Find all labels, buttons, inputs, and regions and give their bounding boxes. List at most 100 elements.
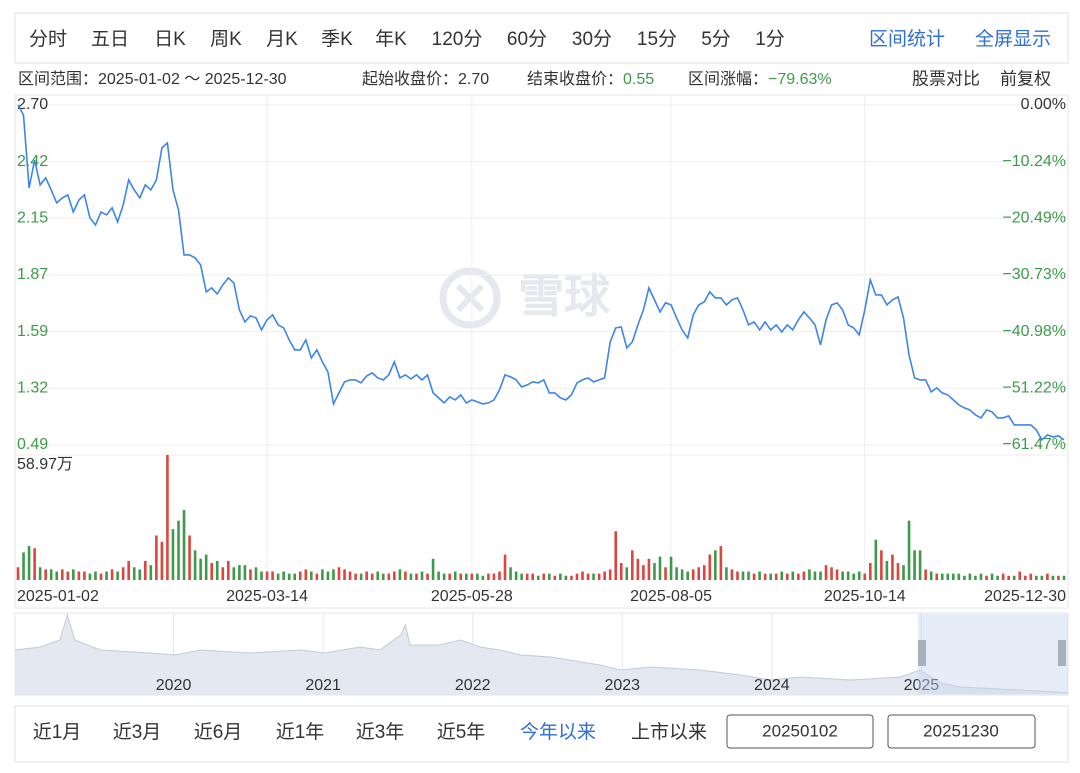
y-tick-label: −10.24%	[1002, 153, 1066, 170]
volume-bar	[902, 565, 905, 580]
volume-bar	[603, 571, 606, 580]
period[interactable]: 上市以来	[631, 721, 707, 743]
volume-bar	[935, 573, 939, 580]
volume-bar	[370, 573, 374, 580]
navigator-handle[interactable]	[1058, 640, 1066, 666]
volume-bar	[581, 571, 584, 580]
volume-bar	[409, 573, 413, 580]
volume-bar	[94, 571, 97, 580]
x-tick-label: 2023	[604, 677, 640, 694]
period[interactable]: 近6月	[194, 721, 243, 743]
volume-bar	[714, 550, 717, 580]
volume-bar	[66, 571, 70, 580]
tab[interactable]: 120分	[432, 28, 483, 50]
volume-bar	[464, 573, 468, 580]
volume-bar	[354, 573, 357, 580]
summary-end-value: 0.55	[623, 71, 654, 88]
volume-bar	[116, 571, 119, 580]
volume-bar	[952, 573, 955, 580]
tab[interactable]: 30分	[572, 28, 612, 50]
volume-bar	[996, 575, 999, 580]
y-tick-label-left: 0.49	[17, 436, 48, 453]
period-bar	[14, 705, 1069, 763]
tab[interactable]: 日K	[154, 29, 186, 50]
date-input[interactable]	[726, 714, 874, 749]
volume-bar	[99, 573, 103, 580]
period[interactable]: 近1月	[33, 721, 82, 743]
tab[interactable]: 季K	[321, 28, 353, 50]
tab[interactable]: 周K	[210, 29, 242, 50]
tab[interactable]: 1分	[755, 28, 785, 50]
y-tick-label: −40.98%	[1002, 323, 1066, 340]
period[interactable]: 今年以来	[520, 721, 596, 743]
y-tick-label: −51.22%	[1002, 379, 1066, 396]
navigator-handle[interactable]	[918, 640, 926, 666]
volume-bar	[453, 571, 457, 580]
volume-bar	[985, 575, 988, 580]
adjust-mode[interactable]: 前复权	[1000, 69, 1051, 88]
tab[interactable]: 五日	[91, 29, 129, 50]
x-tick-label: 2025-08-05	[630, 588, 712, 605]
volume-bar	[160, 541, 164, 580]
tab[interactable]: 分时	[29, 28, 67, 50]
volume-bar	[476, 573, 479, 580]
period[interactable]: 近1年	[276, 721, 325, 743]
volume-bar	[343, 569, 346, 580]
tool-link[interactable]: 全屏显示	[975, 28, 1051, 50]
tab[interactable]: 年K	[375, 28, 407, 50]
volume-bar	[238, 565, 241, 580]
volume-bar	[553, 575, 557, 580]
period[interactable]: 近3月	[113, 721, 162, 743]
volume-bar	[105, 571, 108, 580]
volume-bar	[647, 558, 651, 580]
tab[interactable]: 月K	[266, 29, 298, 50]
volume-bar	[758, 571, 761, 580]
volume-bar	[929, 571, 933, 580]
stock-compare[interactable]: 股票对比	[912, 69, 980, 88]
volume-bar	[564, 575, 568, 580]
volume-bar	[509, 567, 512, 580]
period[interactable]: 近5年	[437, 721, 486, 743]
volume-bar	[426, 573, 429, 580]
tool-link[interactable]: 区间统计	[869, 28, 945, 50]
volume-bar	[398, 569, 402, 580]
tab[interactable]: 5分	[701, 28, 731, 50]
volume-bar	[321, 569, 324, 580]
tab[interactable]: 60分	[507, 28, 547, 50]
navigator-selection[interactable]	[918, 614, 1068, 694]
volume-bar	[570, 575, 573, 580]
volume-bar	[38, 567, 42, 580]
volume-bar	[182, 510, 186, 580]
volume-bar	[1023, 575, 1027, 580]
volume-bar	[531, 573, 534, 580]
volume-bar	[586, 573, 590, 580]
volume-bar	[780, 571, 784, 580]
volume-bar	[868, 563, 872, 580]
tab[interactable]: 15分	[637, 28, 677, 50]
volume-bar	[752, 573, 756, 580]
volume-bar	[243, 565, 247, 580]
volume-bar	[990, 573, 994, 580]
volume-bar	[337, 567, 341, 580]
date-input[interactable]	[887, 714, 1036, 749]
volume-bar	[498, 571, 501, 580]
period[interactable]: 近3年	[356, 721, 405, 743]
x-tick-label: 2020	[156, 677, 192, 694]
volume-bar	[254, 567, 258, 580]
volume-bar	[797, 573, 800, 580]
y-tick-label-left: 1.87	[17, 266, 48, 283]
volume-bar	[1051, 575, 1055, 580]
y-tick-label-left: 1.32	[17, 379, 48, 396]
volume-bar	[631, 550, 634, 580]
watermark: 雪球	[439, 267, 611, 329]
volume-bar	[72, 569, 75, 580]
volume-bar	[658, 556, 662, 580]
volume-bar	[459, 573, 463, 580]
watermark-text: 雪球	[518, 270, 611, 322]
volume-bar	[542, 573, 546, 580]
volume-bar	[702, 565, 706, 580]
watermark-logo	[439, 267, 501, 329]
volume-bar	[802, 571, 806, 580]
x-tick-label: 2025-05-28	[431, 588, 513, 605]
